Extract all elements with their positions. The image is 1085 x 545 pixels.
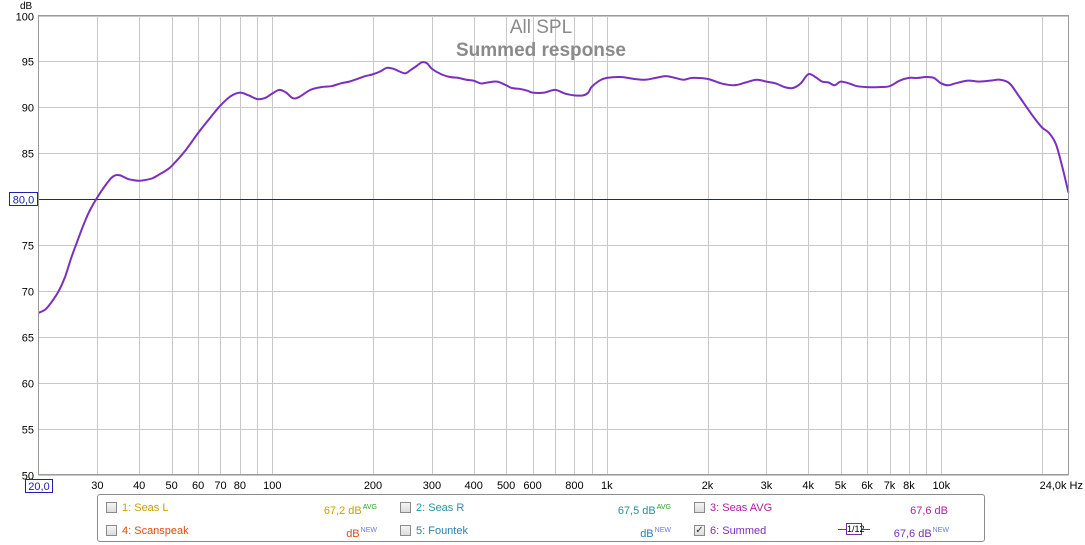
- x-tick-label: 300: [423, 480, 441, 492]
- legend-checkbox[interactable]: [400, 525, 411, 536]
- y-cursor-label: 80,0: [13, 195, 34, 207]
- legend-item-seas-l[interactable]: 1: Seas L 67,2 dBAVG: [106, 500, 377, 517]
- y-tick-label: 60: [22, 379, 34, 391]
- x-tick-label: 400: [465, 480, 483, 492]
- legend-label: 4: Scanspeak: [122, 525, 189, 537]
- y-tick-label: 55: [22, 425, 34, 437]
- plot-frame: [38, 15, 1069, 475]
- x-tick-label: 5k: [835, 480, 847, 492]
- x-tick-label: 24,0k Hz: [1040, 480, 1083, 492]
- x-tick-label: 600: [523, 480, 541, 492]
- spl-chart: 100 95 90 85 75 70 65 60 55 50 20,0 30 40 50 60 70 80 10…: [9, 1, 1083, 493]
- x-tick-label: 8k: [903, 480, 915, 492]
- legend-value: 67,6 dBNEW: [893, 527, 949, 540]
- legend-checkbox[interactable]: [106, 502, 117, 513]
- legend-checkbox[interactable]: ✓: [694, 525, 705, 536]
- x-tick-label: 3k: [761, 480, 773, 492]
- y-tick-label: 65: [22, 333, 34, 345]
- legend-checkbox[interactable]: [400, 502, 411, 513]
- y-tick-label: 70: [22, 287, 34, 299]
- y-tick-label: 85: [22, 149, 34, 161]
- smoothing-indicator[interactable]: 1/12: [838, 523, 870, 537]
- chart-title: All SPL: [510, 17, 572, 38]
- legend-value: 67,2 dBAVG: [323, 504, 377, 517]
- legend-item-summed[interactable]: ✓ 6: Summed 67,6 dBNEW: [694, 523, 949, 540]
- x-tick-label: 200: [364, 480, 382, 492]
- y-cursor: 80,0: [9, 192, 1069, 207]
- legend-item-seas-avg[interactable]: 3: Seas AVG 67,6 dB: [694, 500, 949, 517]
- x-tick-label: 1k: [601, 480, 613, 492]
- x-axis-labels: 20,0 30 40 50 60 70 80 100 200 300 400 500 600 800 1k 2…: [25, 479, 1083, 493]
- legend-panel: 1: Seas L 67,2 dBAVG 2: Seas R 67,5 dBAV…: [97, 494, 985, 542]
- x-tick-label: 80: [234, 480, 246, 492]
- legend-checkbox[interactable]: [106, 525, 117, 536]
- y-tick-label: 95: [22, 57, 34, 69]
- grid: [38, 15, 1069, 476]
- legend-value: dBNEW: [640, 527, 671, 540]
- legend-label: 3: Seas AVG: [710, 502, 773, 514]
- y-tick-label: 75: [22, 241, 34, 253]
- x-tick-label: 7k: [884, 480, 896, 492]
- x-tick-label: 50: [165, 480, 177, 492]
- y-cursor-box[interactable]: [9, 192, 38, 206]
- x-tick-label: 10k: [932, 480, 950, 492]
- legend-item-fountek[interactable]: 5: Fountek dBNEW: [400, 523, 671, 540]
- y-tick-label: 100: [16, 12, 34, 24]
- legend-item-scanspeak[interactable]: 4: Scanspeak dBNEW: [106, 523, 377, 540]
- legend-checkbox[interactable]: [694, 502, 705, 513]
- smoothing-line-right: [862, 529, 870, 530]
- x-tick-label: 30: [91, 480, 103, 492]
- legend-label: 5: Fountek: [416, 525, 468, 537]
- x-tick-label: 4k: [802, 480, 814, 492]
- smoothing-label: 1/12: [846, 523, 865, 535]
- legend-label: 1: Seas L: [122, 502, 169, 514]
- x-tick-label: 2k: [702, 480, 714, 492]
- legend-label: 2: Seas R: [416, 502, 465, 514]
- legend-label: 6: Summed: [710, 525, 767, 537]
- legend-value: dBNEW: [346, 527, 377, 540]
- chart-subtitle: Summed response: [456, 40, 626, 61]
- y-axis-unit: dB: [20, 1, 33, 12]
- x-tick-label: 800: [565, 480, 583, 492]
- legend-value: 67,5 dBAVG: [617, 504, 671, 517]
- x-tick-label: 40: [133, 480, 145, 492]
- legend-item-seas-r[interactable]: 2: Seas R 67,5 dBAVG: [400, 500, 671, 517]
- x-tick-label: 20,0: [28, 481, 49, 493]
- legend-value: 67,6 dB: [910, 505, 948, 517]
- series-line-summed: [38, 61, 1070, 314]
- y-tick-label: 90: [22, 103, 34, 115]
- x-tick-label: 60: [192, 480, 204, 492]
- x-tick-label: 70: [214, 480, 226, 492]
- series-layer: [38, 61, 1070, 314]
- x-tick-label: 500: [497, 480, 515, 492]
- x-start-box[interactable]: [25, 479, 53, 493]
- x-tick-label: 6k: [861, 480, 873, 492]
- x-tick-label: 100: [263, 480, 281, 492]
- smoothing-line-left: [838, 529, 846, 530]
